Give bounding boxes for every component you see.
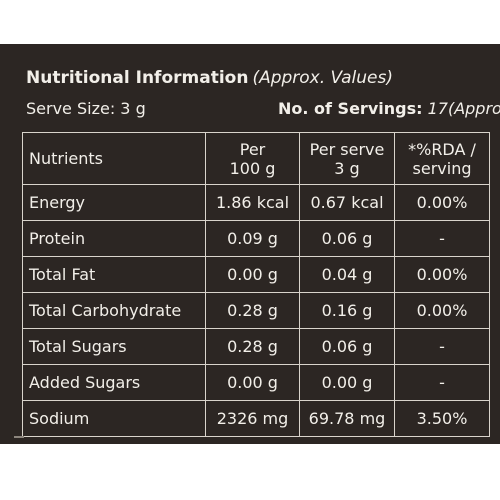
column-header-nutrients: Nutrients [22,132,206,185]
rda-value: - [394,364,490,401]
column-header-line: Per serve [309,139,385,159]
serve-size: Serve Size: 3 g [26,99,146,118]
column-header-per-serve: Per serve 3 g [299,132,395,185]
rda-value: 0.00% [394,256,490,293]
column-header-per-100g: Per 100 g [205,132,300,185]
per-100g-value: 0.00 g [205,256,300,293]
table-row: Protein 0.09 g 0.06 g - [22,220,490,257]
column-header-line: 3 g [334,158,360,178]
rda-value: 3.50% [394,400,490,437]
serve-info-line: Serve Size: 3 g No. of Servings: 17(Appr… [26,99,500,118]
servings-count: No. of Servings: 17(Approx.) [278,99,500,118]
per-serve-value: 0.04 g [299,256,395,293]
servings-value: 17(Approx.) [427,99,500,118]
table-row: Sodium 2326 mg 69.78 mg 3.50% [22,400,490,437]
per-100g-value: 2326 mg [205,400,300,437]
per-100g-value: 0.00 g [205,364,300,401]
nutrition-label-panel: Nutritional Information (Approx. Values) … [0,44,500,444]
nutrition-table: Nutrients Per 100 g Per serve 3 g *%RDA … [22,132,490,437]
table-row: Energy 1.86 kcal 0.67 kcal 0.00% [22,184,490,221]
label-title-text: Nutritional Information [26,68,249,88]
per-serve-value: 0.06 g [299,220,395,257]
servings-label: No. of Servings: [278,99,423,118]
table-row: Added Sugars 0.00 g 0.00 g - [22,364,490,401]
rda-value: 0.00% [394,184,490,221]
table-row: Total Fat 0.00 g 0.04 g 0.00% [22,256,490,293]
rda-value: 0.00% [394,292,490,329]
table-header-row: Nutrients Per 100 g Per serve 3 g *%RDA … [22,132,490,185]
per-serve-value: 0.06 g [299,328,395,365]
nutrient-name: Energy [22,184,206,221]
nutrient-name: Protein [22,220,206,257]
per-100g-value: 0.28 g [205,328,300,365]
table-row: Total Carbohydrate 0.28 g 0.16 g 0.00% [22,292,490,329]
nutrient-name: Added Sugars [22,364,206,401]
per-serve-value: 0.16 g [299,292,395,329]
per-serve-value: 69.78 mg [299,400,395,437]
rda-value: - [394,220,490,257]
label-title-note: (Approx. Values) [252,68,393,88]
nutrient-name: Total Fat [22,256,206,293]
column-header-rda: *%RDA / serving [394,132,490,185]
per-100g-value: 0.09 g [205,220,300,257]
column-header-line: Nutrients [29,149,103,168]
per-100g-value: 1.86 kcal [205,184,300,221]
nutrient-name: Total Sugars [22,328,206,365]
column-header-line: Per [239,139,266,159]
column-header-line: *%RDA / [408,139,476,159]
nutrient-name: Total Carbohydrate [22,292,206,329]
label-title: Nutritional Information (Approx. Values) [26,68,496,88]
per-serve-value: 0.00 g [299,364,395,401]
column-header-line: 100 g [229,158,276,178]
nutrient-name: Sodium [22,400,206,437]
column-header-line: serving [412,158,472,178]
print-mark [14,436,24,438]
table-row: Total Sugars 0.28 g 0.06 g - [22,328,490,365]
per-serve-value: 0.67 kcal [299,184,395,221]
rda-value: - [394,328,490,365]
per-100g-value: 0.28 g [205,292,300,329]
